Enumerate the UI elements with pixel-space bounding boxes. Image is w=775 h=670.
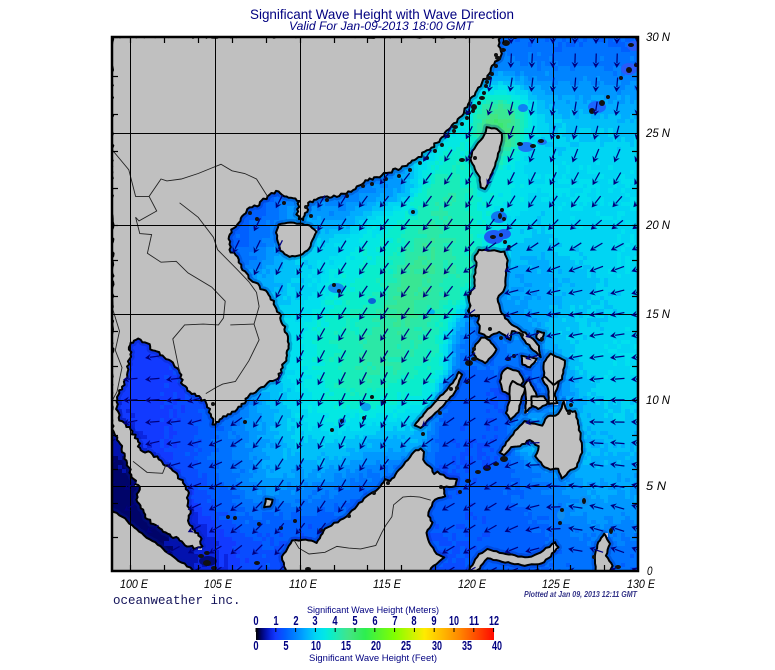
svg-text:30 N: 30 N	[646, 30, 670, 44]
svg-text:0: 0	[253, 613, 258, 628]
svg-text:5: 5	[352, 613, 357, 628]
svg-text:Valid For Jan-09-2013 18:00 GM: Valid For Jan-09-2013 18:00 GMT	[289, 19, 475, 33]
svg-text:3: 3	[312, 613, 317, 628]
svg-text:Significant Wave Height (Feet): Significant Wave Height (Feet)	[309, 653, 437, 664]
svg-text:oceanweather inc.: oceanweather inc.	[113, 594, 241, 608]
svg-text:7: 7	[392, 613, 397, 628]
svg-text:9: 9	[431, 613, 436, 628]
svg-text:Plotted at Jan 09, 2013 12:11: Plotted at Jan 09, 2013 12:11 GMT	[524, 590, 638, 599]
svg-text:4: 4	[332, 613, 338, 628]
svg-text:0: 0	[253, 638, 258, 653]
svg-text:115 E: 115 E	[373, 577, 402, 591]
svg-text:15 N: 15 N	[646, 307, 670, 321]
svg-text:20 N: 20 N	[645, 218, 670, 232]
svg-text:8: 8	[411, 613, 416, 628]
svg-text:5 N: 5 N	[646, 479, 666, 493]
svg-text:120 E: 120 E	[458, 577, 487, 591]
svg-text:105 E: 105 E	[204, 577, 233, 591]
svg-text:2: 2	[293, 613, 298, 628]
svg-text:100 E: 100 E	[120, 577, 149, 591]
svg-text:10: 10	[449, 613, 459, 628]
svg-text:35: 35	[462, 638, 472, 653]
svg-text:0: 0	[647, 564, 653, 578]
svg-text:25: 25	[401, 638, 411, 653]
svg-text:125 E: 125 E	[542, 577, 571, 591]
svg-text:1: 1	[273, 613, 278, 628]
svg-text:12: 12	[489, 613, 499, 628]
svg-text:25 N: 25 N	[645, 126, 670, 140]
svg-text:Significant Wave Height (Meter: Significant Wave Height (Meters)	[307, 605, 439, 616]
svg-text:10: 10	[311, 638, 321, 653]
svg-text:5: 5	[283, 638, 288, 653]
svg-text:130 E: 130 E	[627, 577, 656, 591]
svg-text:6: 6	[372, 613, 377, 628]
svg-text:Significant Wave Height with W: Significant Wave Height with Wave Direct…	[250, 6, 514, 22]
svg-text:10 N: 10 N	[646, 393, 670, 407]
svg-text:40: 40	[492, 638, 502, 653]
svg-text:30: 30	[432, 638, 442, 653]
svg-text:20: 20	[371, 638, 381, 653]
svg-text:110 E: 110 E	[289, 577, 318, 591]
svg-text:11: 11	[469, 613, 479, 628]
svg-text:15: 15	[341, 638, 351, 653]
